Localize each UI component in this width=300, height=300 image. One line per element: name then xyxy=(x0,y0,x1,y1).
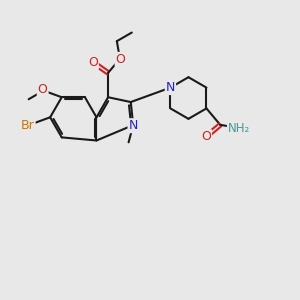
Text: O: O xyxy=(116,53,125,66)
Text: NH₂: NH₂ xyxy=(228,122,250,134)
Text: O: O xyxy=(38,82,48,96)
Text: N: N xyxy=(166,81,175,94)
Text: Br: Br xyxy=(21,119,35,132)
Text: O: O xyxy=(88,56,98,69)
Text: O: O xyxy=(201,130,211,143)
Text: N: N xyxy=(128,119,138,132)
